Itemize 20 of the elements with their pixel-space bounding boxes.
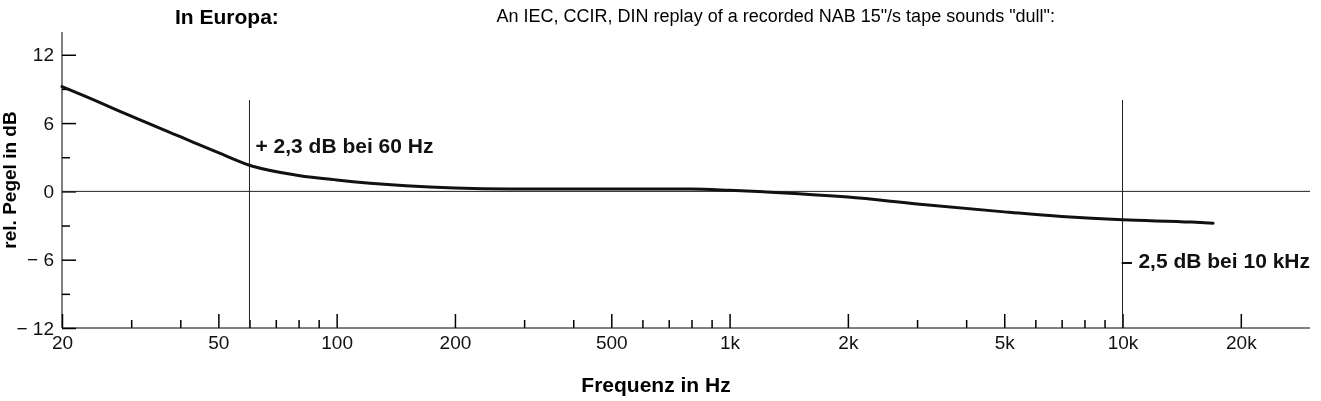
x-tick-label: 2k xyxy=(838,332,859,354)
x-tick-label: 10k xyxy=(1107,332,1139,354)
x-tick-label: 500 xyxy=(595,332,628,354)
x-tick-label: 100 xyxy=(321,332,353,354)
y-tick-label: 12 xyxy=(32,44,54,66)
y-axis-title: rel. Pegel in dB xyxy=(0,111,20,249)
annotation: + 2,3 dB bei 60 Hz xyxy=(255,134,434,158)
y-tick-label: 0 xyxy=(43,180,54,202)
y-tick-label: − 12 xyxy=(16,317,54,339)
chart-title: In Europa: xyxy=(175,5,279,28)
annotation: – 2,5 dB bei 10 kHz xyxy=(1120,248,1310,272)
x-axis-title: Frequenz in Hz xyxy=(581,373,731,396)
chart-subtitle: An IEC, CCIR, DIN replay of a recorded NAB 15"/s tape sounds "dull": xyxy=(496,6,1055,26)
x-tick-label: 5k xyxy=(994,332,1016,354)
y-tick-label: 6 xyxy=(43,112,54,134)
x-tick-label: 50 xyxy=(208,332,230,354)
x-tick-label: 1k xyxy=(720,332,741,354)
x-tick-label: 200 xyxy=(439,332,472,354)
x-tick-label: 20k xyxy=(1225,332,1258,354)
y-tick-label: − 6 xyxy=(27,249,54,271)
